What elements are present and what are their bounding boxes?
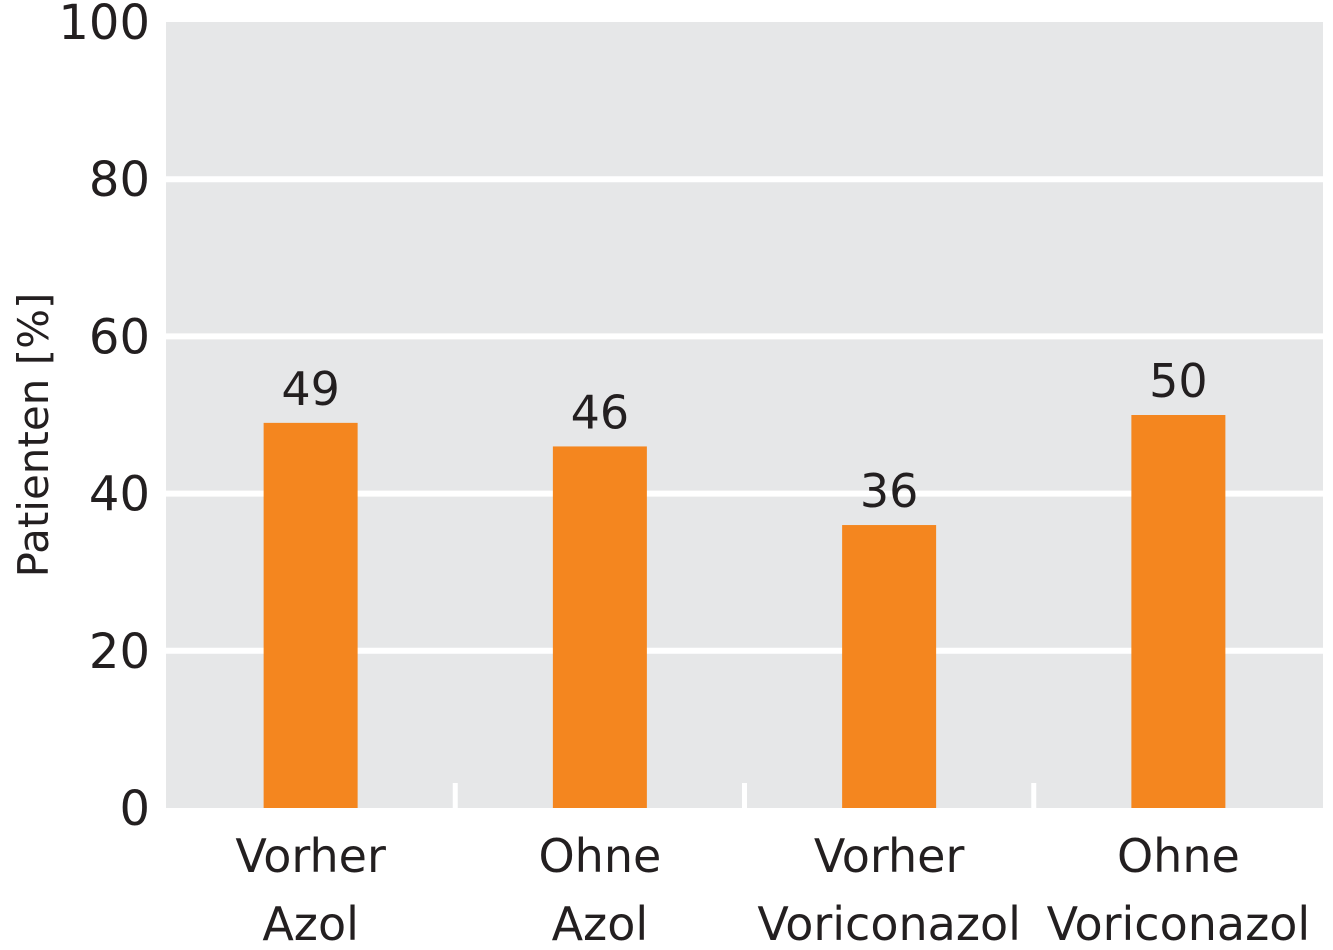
bar — [263, 422, 358, 808]
x-category-label-line: Azol — [262, 897, 359, 950]
y-tick-label: 60 — [89, 309, 150, 365]
y-tick-labels: 0 20 40 60 80 100 — [58, 0, 150, 837]
x-category-label-line: Voriconazol — [757, 897, 1021, 950]
x-category-labels: Vorher Azol Ohne Azol Vorher Voriconazol Ohne V… — [235, 829, 1310, 950]
x-category-label-line: Voriconazol — [1047, 897, 1311, 950]
data-label: 50 — [1149, 354, 1208, 408]
x-category-label-line: Ohne — [1117, 829, 1240, 883]
data-label: 49 — [281, 362, 340, 416]
y-tick-label: 20 — [89, 624, 150, 680]
bars — [263, 415, 1226, 808]
x-category-label: Ohne Azol — [538, 829, 661, 950]
y-tick-label: 100 — [58, 0, 150, 51]
y-tick-label: 80 — [89, 152, 150, 208]
category-separators — [452, 783, 1037, 808]
y-tick-label: 0 — [119, 781, 150, 837]
x-category-label-line: Vorher — [235, 829, 386, 883]
x-category-label-line: Ohne — [538, 829, 661, 883]
data-labels: 49 46 36 50 — [281, 354, 1207, 518]
x-category-label: Vorher Azol — [235, 829, 386, 950]
bar — [1131, 415, 1226, 808]
plot-background — [166, 22, 1323, 808]
bar — [842, 525, 937, 808]
y-axis-title: Patienten [%] — [9, 293, 58, 578]
x-category-label: Vorher Voriconazol — [757, 829, 1021, 950]
data-label: 46 — [571, 385, 630, 439]
y-tick-label: 40 — [89, 467, 150, 523]
data-label: 36 — [860, 464, 919, 518]
gridlines — [166, 176, 1323, 654]
x-category-label: Ohne Voriconazol — [1047, 829, 1311, 950]
x-category-label-line: Azol — [552, 897, 649, 950]
x-category-label-line: Vorher — [814, 829, 965, 883]
bar — [552, 446, 647, 808]
